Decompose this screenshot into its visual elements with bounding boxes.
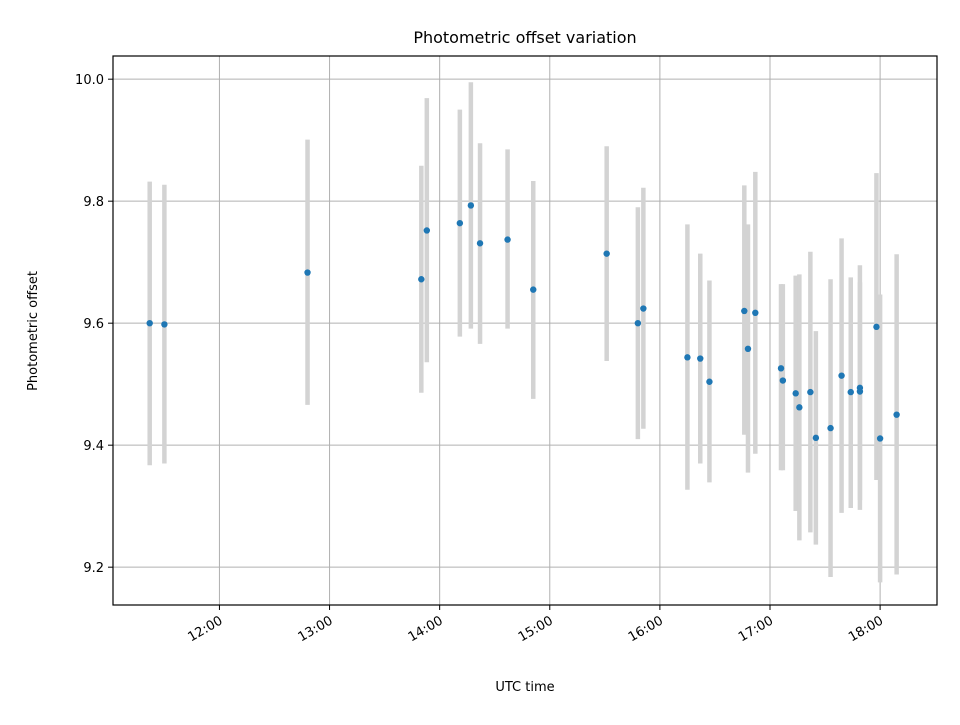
data-point (847, 388, 854, 396)
data-point (603, 250, 610, 257)
data-point (504, 236, 511, 243)
data-point (476, 240, 484, 247)
data-point (456, 219, 464, 227)
data-point (807, 388, 814, 396)
data-point (530, 286, 537, 293)
data-point (634, 319, 642, 327)
data-point (796, 404, 803, 411)
data-point (161, 321, 168, 328)
data-point (304, 269, 311, 276)
data-point (744, 345, 752, 352)
chart-title: Photometric offset variation (413, 28, 636, 47)
data-point (792, 390, 799, 397)
data-point (684, 354, 691, 361)
data-point (827, 424, 834, 432)
data-point (777, 365, 785, 372)
data-point (741, 307, 748, 315)
data-point (423, 227, 431, 234)
data-point (706, 378, 713, 385)
y-tick-label: 9.8 (83, 195, 104, 210)
plot-frame (112, 55, 938, 606)
data-point (467, 202, 475, 209)
y-tick-label: 9.2 (83, 561, 104, 576)
data-point (873, 323, 880, 331)
data-points (146, 202, 900, 442)
x-axis-label: UTC time (495, 680, 554, 695)
data-point (697, 355, 704, 362)
y-tick-label: 10.0 (75, 73, 104, 88)
data-point (893, 411, 900, 418)
y-tick-label: 9.6 (83, 317, 104, 332)
data-point (146, 319, 153, 327)
data-point (838, 372, 845, 379)
data-point (752, 309, 759, 317)
data-point (856, 388, 864, 395)
data-point (812, 434, 820, 442)
y-tick-label: 9.4 (83, 439, 104, 454)
data-point (640, 305, 647, 312)
data-point (779, 377, 787, 384)
data-point (876, 435, 884, 442)
data-point (418, 276, 425, 283)
y-axis-label: Photometric offset (26, 271, 41, 391)
